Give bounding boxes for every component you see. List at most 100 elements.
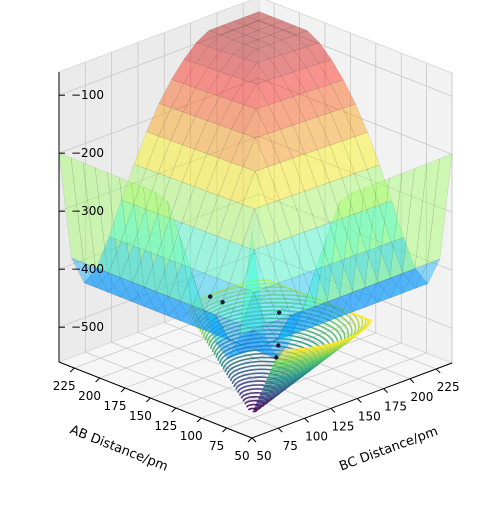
surface-cell xyxy=(156,217,183,261)
surface-cell xyxy=(377,277,404,298)
surface-cell xyxy=(330,107,356,142)
surface-cell xyxy=(219,75,245,101)
surface-cell xyxy=(268,75,294,102)
surface-cell xyxy=(253,245,280,288)
surface-cell xyxy=(289,306,316,336)
surface-cell xyxy=(305,116,331,150)
surface-cell xyxy=(352,287,379,308)
surface-cell xyxy=(281,34,308,51)
surface-cell xyxy=(70,257,97,288)
contour-line xyxy=(231,372,290,396)
surface-cell xyxy=(220,20,247,31)
surface-cell xyxy=(158,79,184,109)
surface-cell xyxy=(302,305,329,327)
surface-cell xyxy=(143,286,169,317)
surface-cell xyxy=(427,153,453,265)
surface-cell xyxy=(330,79,356,109)
surface-cell xyxy=(278,236,305,279)
y-axis-line xyxy=(251,362,453,439)
surface-cell xyxy=(96,236,122,274)
surface-cell xyxy=(182,116,208,150)
surface-cell xyxy=(120,204,146,247)
surface-cell xyxy=(180,305,206,326)
surface-cell xyxy=(82,162,108,273)
surface-cell xyxy=(290,273,317,311)
surface-cell xyxy=(83,262,109,293)
surface-cell xyxy=(327,291,353,322)
surface-cell xyxy=(208,34,234,51)
surface-cell xyxy=(314,201,340,307)
surface-cell xyxy=(242,137,268,172)
y-tick-label: 200 xyxy=(410,390,433,404)
surface-cell xyxy=(120,245,146,283)
surface-cell xyxy=(243,62,270,85)
surface-cell xyxy=(243,108,269,139)
surface-cell xyxy=(281,25,309,36)
surface-cell xyxy=(328,218,355,261)
x-tick-label: 225 xyxy=(53,379,76,393)
z-tick-label: −200 xyxy=(71,146,104,160)
surface-cell xyxy=(195,67,221,93)
surface-cell xyxy=(279,195,305,237)
x-tick xyxy=(247,437,253,443)
contour-line xyxy=(202,309,346,366)
surface-cell xyxy=(156,259,182,297)
surface-cell xyxy=(119,281,146,302)
surface-cell xyxy=(239,329,266,355)
x-tick-label: 150 xyxy=(129,409,152,423)
surface-cell xyxy=(280,124,306,159)
surface-cell xyxy=(145,172,171,215)
surface-cell xyxy=(353,209,380,252)
surface-cell xyxy=(230,133,256,168)
surface-cell xyxy=(340,291,366,313)
grid-line-z xyxy=(58,135,453,213)
surface-cell xyxy=(241,208,268,251)
contour-line xyxy=(211,329,329,375)
surface-cell xyxy=(155,191,181,302)
surface-cell xyxy=(192,310,218,331)
surface-cell xyxy=(194,120,220,155)
surface-cell xyxy=(304,186,330,228)
contour-line xyxy=(208,321,336,372)
x-tick xyxy=(146,397,151,403)
surface-cell xyxy=(293,67,319,93)
trajectory-point xyxy=(276,343,281,348)
surface-cell xyxy=(216,319,242,341)
surface-cell xyxy=(232,25,259,36)
contour-line xyxy=(188,279,372,351)
surface-cell xyxy=(83,267,110,288)
surface-cell xyxy=(194,91,221,122)
surface-cell xyxy=(265,282,292,321)
surface-cell xyxy=(244,30,271,41)
surface-cell xyxy=(131,182,157,293)
surface-cell xyxy=(181,186,207,228)
surface-cell xyxy=(252,324,279,345)
y-tick-label: 225 xyxy=(437,380,460,394)
surface-cell xyxy=(168,263,194,302)
surface-cell xyxy=(208,25,235,36)
x-tick xyxy=(69,367,75,373)
surface-cell xyxy=(155,296,182,317)
y-tick-label: 175 xyxy=(384,400,407,414)
surface-cell xyxy=(302,301,328,331)
contour-line xyxy=(206,317,339,370)
surface-cell xyxy=(157,140,184,178)
grid-line-y xyxy=(242,2,437,370)
surface-cell xyxy=(230,166,256,205)
y-tick xyxy=(409,378,415,384)
surface-cell xyxy=(119,177,145,288)
surface-cell xyxy=(316,182,343,224)
surface-cell xyxy=(205,195,231,237)
surface-cell xyxy=(280,96,306,126)
x-tick-label: 125 xyxy=(154,419,177,433)
surface-cell xyxy=(353,250,379,288)
surface-cell xyxy=(329,140,355,179)
surface-cell xyxy=(217,240,243,284)
surface-cell xyxy=(168,222,195,265)
surface-cell xyxy=(217,199,243,242)
surface-cell xyxy=(167,201,193,307)
surface-cell xyxy=(354,131,380,170)
surface-cell xyxy=(240,291,267,330)
y-tick-label: 125 xyxy=(331,419,354,433)
